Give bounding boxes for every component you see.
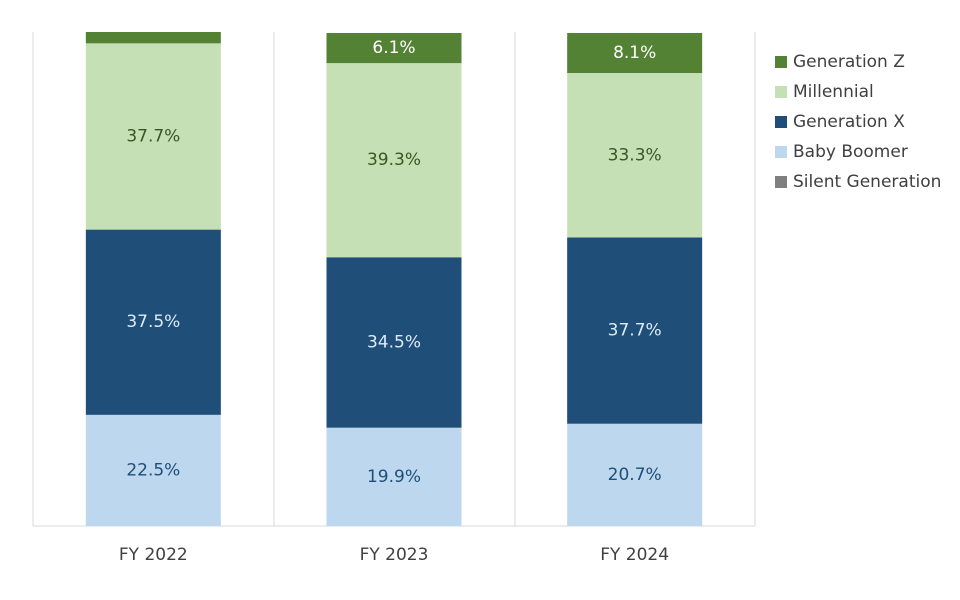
legend-label-silent-generation: Silent Generation (793, 172, 941, 192)
data-label-baby-boomer-fy-2023: 19.9% (367, 467, 421, 487)
legend-label-generation-x: Generation X (793, 112, 905, 132)
bar-generation-x-fy-2024 (567, 237, 703, 424)
legend-swatch-baby-boomer (775, 146, 787, 158)
bar-baby-boomer-fy-2022 (85, 414, 221, 526)
x-axis-labels: FY 2022 FY 2023 FY 2024 (119, 545, 669, 565)
legend-label-baby-boomer: Baby Boomer (793, 142, 908, 162)
x-tick-label-fy-2023: FY 2023 (360, 545, 429, 565)
legend-swatch-generation-z (775, 56, 787, 68)
bar-millennial-fy-2023 (326, 63, 462, 258)
legend-swatch-millennial (775, 86, 787, 98)
bar-millennial-fy-2022 (85, 43, 221, 230)
legend: Generation Z Millennial Generation X Baby B… (775, 52, 941, 192)
bar-baby-boomer-fy-2023 (326, 427, 462, 526)
bar-generation-z-fy-2022 (85, 32, 221, 44)
legend-swatch-silent-generation (775, 176, 787, 188)
data-label-generation-z-fy-2023: 6.1% (372, 38, 415, 58)
legend-label-millennial: Millennial (793, 82, 874, 102)
data-label-millennial-fy-2024: 33.3% (608, 145, 662, 165)
data-label-generation-x-fy-2024: 37.7% (608, 321, 662, 341)
x-tick-label-fy-2024: FY 2024 (600, 545, 669, 565)
data-label-baby-boomer-fy-2022: 22.5% (126, 460, 180, 480)
bar-millennial-fy-2024 (567, 73, 703, 238)
data-label-generation-z-fy-2024: 8.1% (613, 43, 656, 63)
x-tick-label-fy-2022: FY 2022 (119, 545, 188, 565)
data-label-baby-boomer-fy-2024: 20.7% (608, 465, 662, 485)
data-labels-group: 22.5% 37.5% 37.7% 19.9% 34.5% 39.3% 6.1% 20.7% 3… (126, 38, 661, 487)
bar-generation-x-fy-2022 (85, 229, 221, 415)
data-label-generation-x-fy-2023: 34.5% (367, 332, 421, 352)
bar-generation-z-fy-2024 (567, 32, 703, 74)
data-label-millennial-fy-2022: 37.7% (126, 126, 180, 146)
legend-label-generation-z: Generation Z (793, 52, 905, 72)
bar-baby-boomer-fy-2024 (567, 423, 703, 526)
bar-generation-x-fy-2023 (326, 257, 462, 428)
legend-swatch-generation-x (775, 116, 787, 128)
data-label-millennial-fy-2023: 39.3% (367, 150, 421, 170)
bars-group (85, 32, 703, 526)
data-label-generation-x-fy-2022: 37.5% (126, 312, 180, 332)
bar-generation-z-fy-2023 (326, 32, 462, 64)
